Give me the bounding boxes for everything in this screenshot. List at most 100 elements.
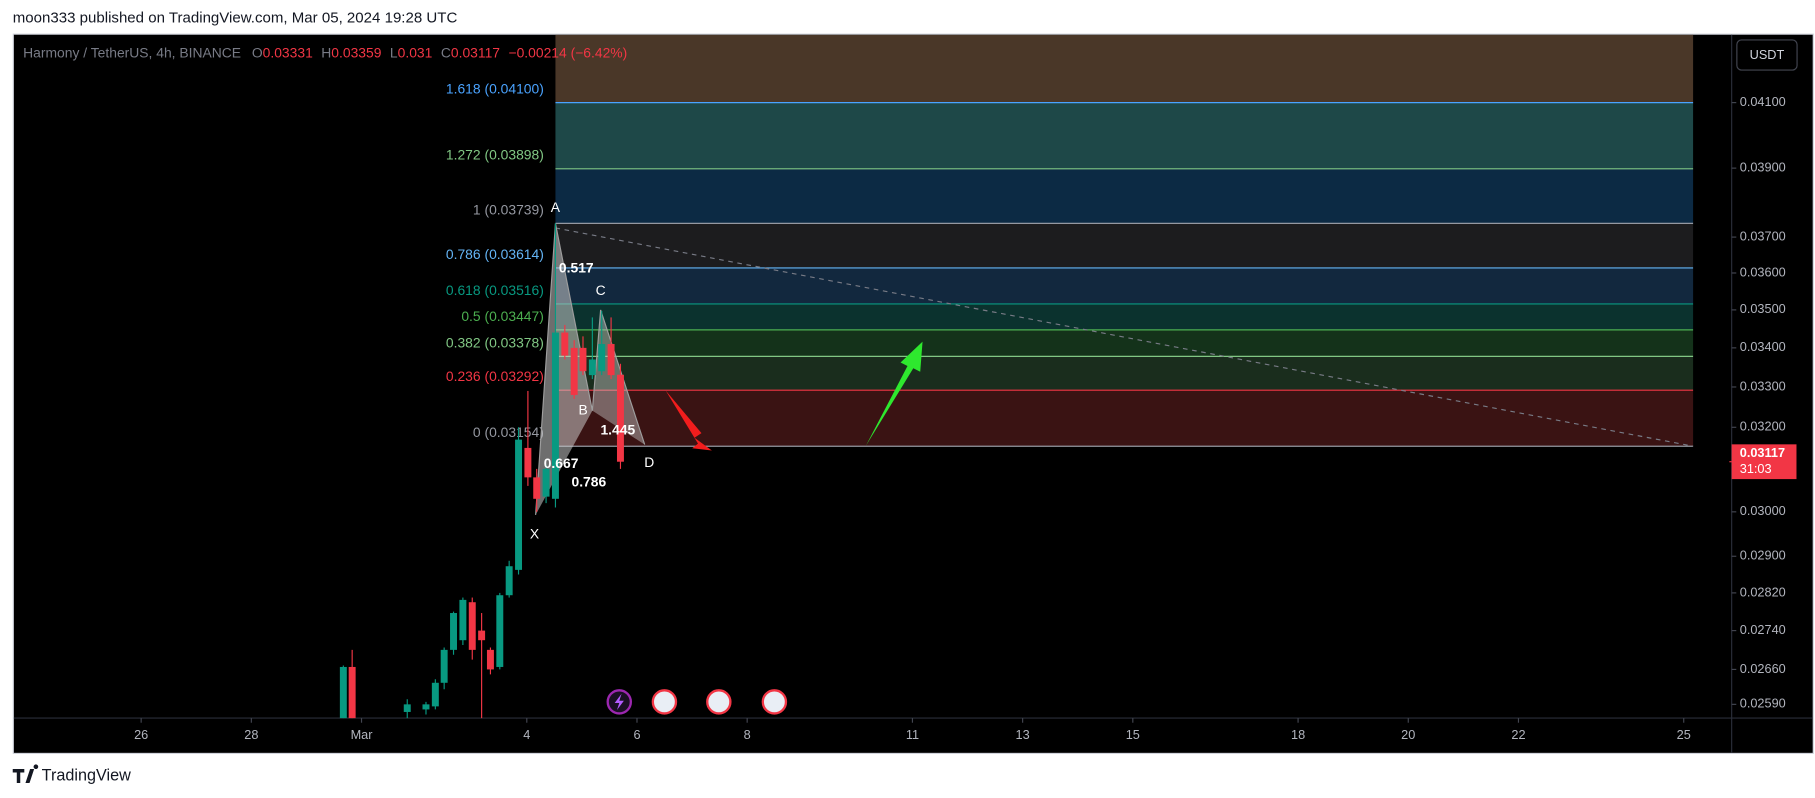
footer: TradingView [42,766,131,784]
x-tick-label: 25 [1677,727,1691,742]
ohlc-value: 0.03117 [451,44,500,60]
event-flag[interactable] [706,689,732,715]
currency: USDT [1750,47,1785,62]
candle-body [486,649,494,670]
candle-body [478,630,486,641]
y-tick-label: 0.02820 [1740,584,1786,599]
x-tick-label: 11 [906,727,919,742]
pattern-point-label: B [578,401,587,417]
candle-body [468,602,476,650]
fib-band [555,267,1694,304]
up-arrow [865,341,923,446]
x-tick-label: 22 [1511,727,1525,742]
pattern-ratio: 0.517 [559,259,594,275]
ohlc-label: C [441,44,451,60]
fib-band [555,223,1694,268]
candle-body [440,649,448,683]
x-tick-label: 20 [1401,727,1415,742]
x-tick-label: Mar [351,727,374,742]
x-tick-label: 26 [134,727,148,742]
currency-button[interactable] [1736,39,1798,71]
ohlc-label: H [321,44,331,60]
fib-band [555,102,1694,169]
pattern-line [535,223,646,515]
fib-band [555,34,1694,103]
y-tick-label: 0.03400 [1740,339,1786,354]
candle-body [339,666,347,719]
pattern-point-label: D [644,454,654,470]
candle-body [403,704,411,712]
pattern-ratio: 0.786 [571,474,606,490]
candle-body [616,374,624,462]
candle-body [422,704,430,710]
ohlc-label: L [390,44,398,60]
fib-label: 0.5 (0.03447) [461,308,544,324]
price-tag [1731,444,1797,480]
candle-body [607,344,615,376]
fib-band [555,168,1694,224]
x-tick-label: 6 [633,727,640,742]
candle-body [459,599,467,641]
ohlc-label: O [252,44,263,60]
pattern-ratio: 1.445 [600,422,635,438]
x-tick-label: 18 [1291,727,1305,742]
y-tick-label: 0.03200 [1740,419,1786,434]
pattern-point-label: C [596,282,606,298]
candle-body [450,613,457,650]
ohlc-value: 0.03359 [331,44,381,60]
y-tick-label: 0.03900 [1740,159,1786,174]
fib-band [555,390,1694,447]
pattern-xab [535,223,593,515]
candle-body [551,332,559,499]
x-tick-label: 15 [1126,727,1140,742]
candle-body [570,347,578,395]
candle-body [561,332,569,356]
ohlc-value: 0.031 [398,44,433,60]
fib-label: 1.272 (0.03898) [446,147,544,163]
candle-body [505,566,513,596]
x-tick-label: 8 [744,727,751,742]
candle-body [348,666,356,719]
change: −0.00214 (−6.42%) [508,44,627,60]
last-price: 0.03117 [1740,445,1785,460]
fib-label: 0 (0.03154) [473,424,544,440]
candle-body [524,447,532,478]
y-tick-label: 0.02900 [1740,548,1786,563]
trend-line [555,227,1694,447]
pattern-point-label: X [530,525,539,541]
candle-body [431,682,439,707]
ohlc-value: 0.03331 [263,44,313,60]
event-flag[interactable] [651,689,678,715]
fib-band [555,356,1694,391]
candle-body [515,439,523,570]
down-arrow [665,390,712,451]
fib-label: 0.236 (0.03292) [446,368,544,384]
footer-logo [12,764,39,783]
overlay [606,341,923,715]
candle-body [542,468,550,497]
fib-band [555,329,1694,357]
candle-body [598,344,606,372]
x-tick-label: 28 [244,727,258,742]
candle-body [579,347,587,372]
y-tick-label: 0.02590 [1740,696,1786,711]
countdown: 31:03 [1740,461,1772,476]
y-tick-label: 0.02740 [1740,622,1786,637]
y-tick-label: 0.03500 [1740,301,1786,316]
event-flag[interactable] [761,689,788,715]
fib-label: 0.382 (0.03378) [446,334,544,350]
y-tick-label: 0.03700 [1740,228,1786,243]
fib-label: 0.786 (0.03614) [446,246,544,262]
candle-body [496,595,504,667]
publisher: moon333 published on TradingView.com, Ma… [13,9,458,26]
candle-body [533,477,541,499]
candle-body [588,359,596,376]
plot: 1.618 (0.04100) 1.272 (0.03898) 1 (0.03739… [339,34,1694,719]
symbol: Harmony / TetherUS, 4h, BINANCE [23,44,241,60]
legend: Harmony / TetherUS, 4h, BINANCE O0.03331… [23,44,627,60]
fib-band [555,303,1694,330]
y-tick-label: 0.03000 [1740,503,1786,518]
fib-label: 1 (0.03739) [473,201,544,217]
x-tick-label: 4 [523,727,530,742]
